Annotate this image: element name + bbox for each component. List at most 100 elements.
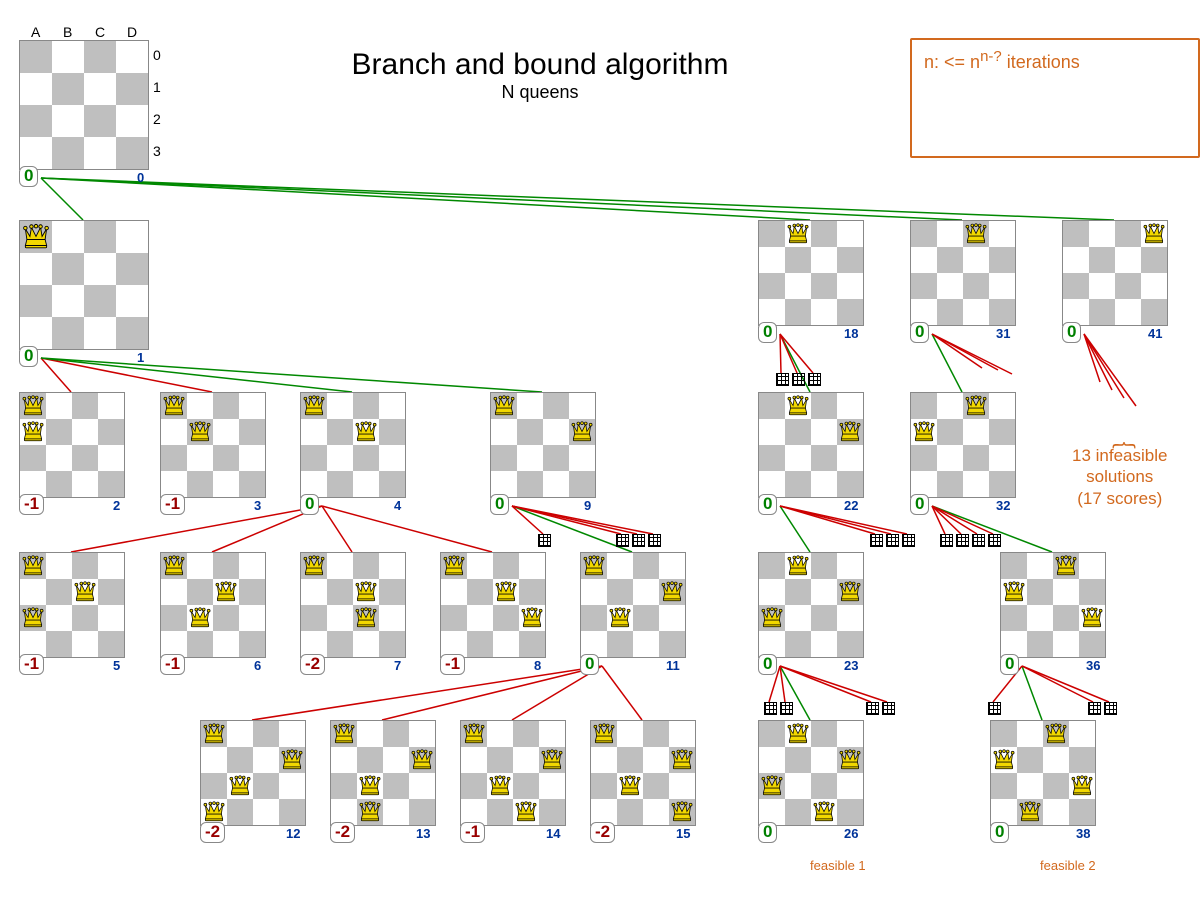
board-cell [785, 631, 811, 657]
board-cell [963, 221, 989, 247]
board-cell [1027, 553, 1053, 579]
row-label: 0 [153, 47, 161, 63]
board-cell [991, 773, 1017, 799]
pruned-node-icon [956, 534, 969, 547]
board-cell [669, 721, 695, 747]
board-cell [213, 419, 239, 445]
board-cell [811, 773, 837, 799]
board-cell [811, 799, 837, 825]
board-cell [991, 721, 1017, 747]
pruned-node-icon [808, 373, 821, 386]
score-badge: -2 [300, 654, 325, 675]
board-cell [491, 419, 517, 445]
board-cell [811, 747, 837, 773]
board-cell [963, 445, 989, 471]
board-cell [201, 721, 227, 747]
board-cell [643, 721, 669, 747]
board-cell [239, 605, 265, 631]
board-cell [72, 419, 98, 445]
board-cell [52, 317, 84, 349]
board-cell [493, 579, 519, 605]
board-cell [1069, 773, 1095, 799]
chessboard-node [910, 220, 1016, 326]
board-cell [1089, 221, 1115, 247]
board-cell [253, 747, 279, 773]
node-id-label: 36 [1086, 658, 1100, 673]
board-cell [98, 605, 124, 631]
board-cell [539, 747, 565, 773]
chessboard-node [19, 552, 125, 658]
board-cell [591, 721, 617, 747]
board-cell [1069, 721, 1095, 747]
pruned-node-icon [648, 534, 661, 547]
board-cell [643, 773, 669, 799]
board-cell [659, 605, 685, 631]
score-badge: 0 [580, 654, 599, 675]
board-cell [379, 471, 405, 497]
board-cell [301, 553, 327, 579]
board-cell [20, 73, 52, 105]
board-cell [353, 579, 379, 605]
board-cell [84, 137, 116, 169]
board-cell [253, 773, 279, 799]
board-cell [72, 471, 98, 497]
board-cell [84, 105, 116, 137]
board-cell [989, 221, 1015, 247]
board-cell [539, 773, 565, 799]
board-cell [357, 747, 383, 773]
board-cell [569, 471, 595, 497]
pruned-node-icon [902, 534, 915, 547]
board-cell [187, 445, 213, 471]
board-cell [633, 553, 659, 579]
chessboard-node [758, 220, 864, 326]
board-cell [785, 221, 811, 247]
pruned-node-icon [632, 534, 645, 547]
row-label: 2 [153, 111, 161, 127]
board-cell [1069, 799, 1095, 825]
pruned-node-icon [792, 373, 805, 386]
board-cell [513, 747, 539, 773]
board-cell [331, 747, 357, 773]
board-cell [409, 721, 435, 747]
board-cell [84, 317, 116, 349]
board-cell [811, 579, 837, 605]
pruned-node-icon [886, 534, 899, 547]
score-badge: -2 [330, 822, 355, 843]
chessboard-node [580, 552, 686, 658]
board-cell [116, 221, 148, 253]
board-cell [161, 553, 187, 579]
board-cell [1141, 221, 1167, 247]
infeasible-annotation: 13 infeasiblesolutions(17 scores) [1072, 445, 1167, 509]
board-cell [20, 41, 52, 73]
board-cell [785, 553, 811, 579]
column-label: C [95, 24, 105, 40]
board-cell [963, 299, 989, 325]
score-badge: -1 [440, 654, 465, 675]
node-id-label: 9 [584, 498, 591, 513]
board-cell [353, 471, 379, 497]
board-cell [543, 471, 569, 497]
node-id-label: 26 [844, 826, 858, 841]
board-cell [327, 631, 353, 657]
board-cell [911, 221, 937, 247]
board-cell [187, 419, 213, 445]
board-cell [379, 419, 405, 445]
board-cell [487, 721, 513, 747]
board-cell [617, 747, 643, 773]
board-cell [487, 747, 513, 773]
board-cell [52, 253, 84, 285]
board-cell [279, 773, 305, 799]
board-cell [409, 799, 435, 825]
board-cell [811, 553, 837, 579]
board-cell [759, 445, 785, 471]
chessboard-node [160, 392, 266, 498]
board-cell [1027, 579, 1053, 605]
board-cell [46, 631, 72, 657]
board-cell [84, 285, 116, 317]
board-cell [239, 393, 265, 419]
board-cell [116, 73, 148, 105]
pruned-node-icon [780, 702, 793, 715]
board-cell [643, 799, 669, 825]
board-cell [785, 773, 811, 799]
board-cell [116, 137, 148, 169]
